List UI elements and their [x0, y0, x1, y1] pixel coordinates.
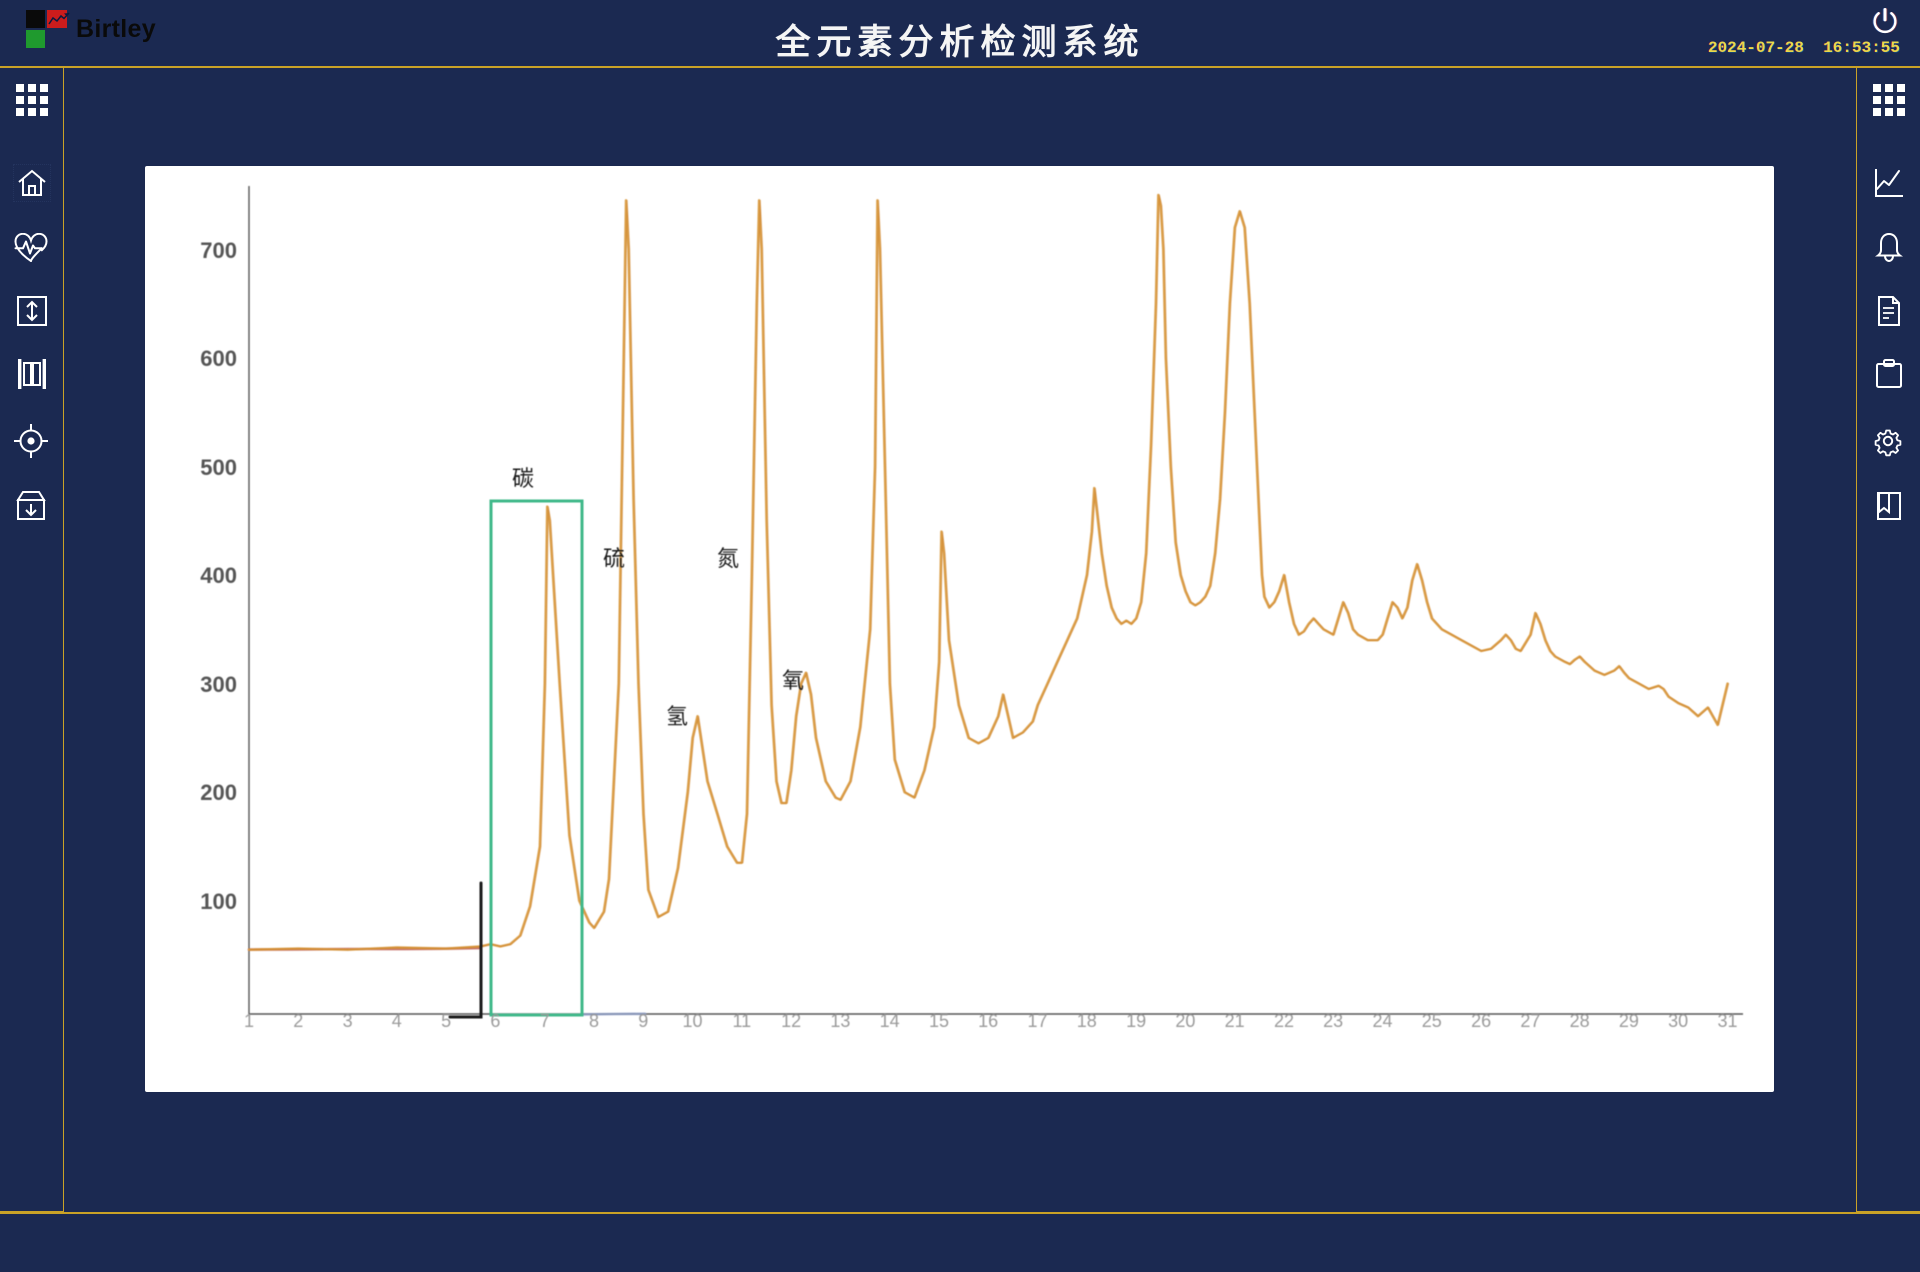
svg-text:19: 19 [1126, 1011, 1146, 1031]
svg-text:碳: 碳 [512, 466, 534, 491]
svg-text:21: 21 [1225, 1011, 1245, 1031]
svg-text:氮: 氮 [717, 546, 739, 571]
svg-text:氢: 氢 [666, 704, 688, 729]
svg-text:31: 31 [1717, 1011, 1737, 1031]
svg-text:11: 11 [732, 1011, 751, 1031]
svg-text:10: 10 [682, 1011, 702, 1031]
svg-text:27: 27 [1520, 1011, 1540, 1031]
svg-text:20: 20 [1175, 1011, 1195, 1031]
svg-text:25: 25 [1422, 1011, 1442, 1031]
svg-text:17: 17 [1027, 1011, 1047, 1031]
svg-text:9: 9 [638, 1011, 648, 1031]
svg-text:6: 6 [490, 1011, 500, 1031]
svg-text:7: 7 [540, 1011, 550, 1031]
svg-text:14: 14 [880, 1011, 900, 1031]
svg-text:26: 26 [1471, 1011, 1491, 1031]
svg-text:15: 15 [929, 1011, 949, 1031]
svg-text:16: 16 [978, 1011, 998, 1031]
svg-text:4: 4 [392, 1011, 402, 1031]
svg-text:1: 1 [244, 1011, 254, 1031]
svg-text:2: 2 [293, 1011, 303, 1031]
svg-text:22: 22 [1274, 1011, 1294, 1031]
svg-text:硫: 硫 [603, 546, 625, 571]
svg-text:5: 5 [441, 1011, 451, 1031]
svg-text:700: 700 [200, 238, 237, 263]
svg-text:400: 400 [200, 563, 237, 588]
svg-text:24: 24 [1372, 1011, 1392, 1031]
svg-text:3: 3 [343, 1011, 353, 1031]
svg-text:28: 28 [1570, 1011, 1590, 1031]
svg-text:8: 8 [589, 1011, 599, 1031]
svg-text:30: 30 [1668, 1011, 1688, 1031]
svg-text:12: 12 [781, 1011, 801, 1031]
svg-text:500: 500 [200, 455, 237, 480]
svg-text:300: 300 [200, 672, 237, 697]
svg-text:100: 100 [200, 889, 237, 914]
svg-text:23: 23 [1323, 1011, 1343, 1031]
svg-text:600: 600 [200, 346, 237, 371]
svg-text:18: 18 [1077, 1011, 1097, 1031]
svg-text:氧: 氧 [782, 668, 804, 693]
svg-text:13: 13 [830, 1011, 850, 1031]
svg-text:29: 29 [1619, 1011, 1639, 1031]
svg-text:200: 200 [200, 780, 237, 805]
